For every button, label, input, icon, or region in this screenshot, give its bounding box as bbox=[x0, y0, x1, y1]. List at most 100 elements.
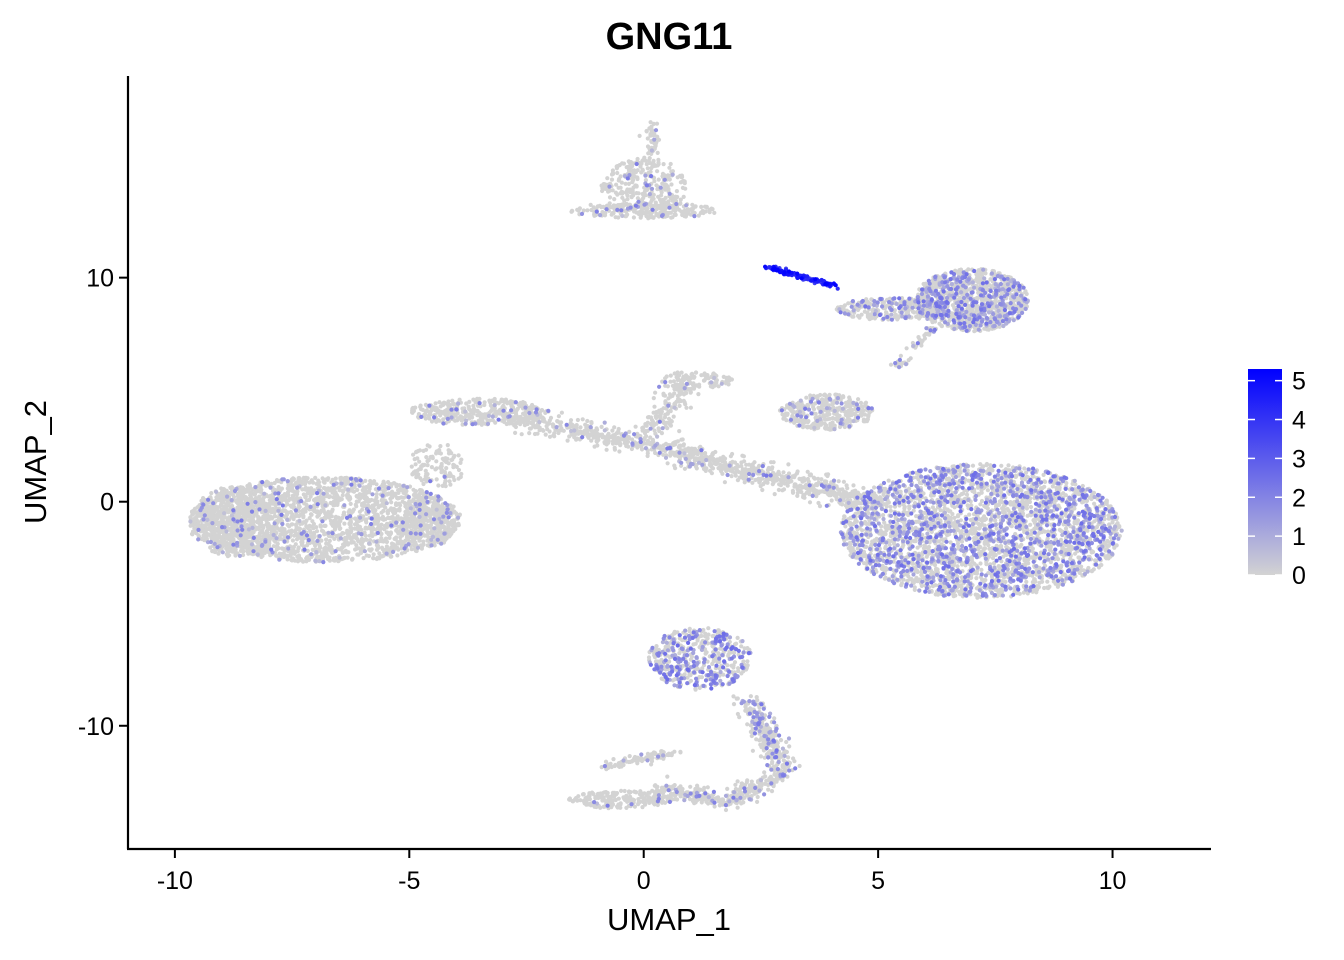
cell-point bbox=[454, 464, 459, 469]
cell-point bbox=[710, 466, 716, 471]
cell-point bbox=[225, 516, 230, 521]
cell-point bbox=[414, 475, 419, 480]
cell-point bbox=[277, 528, 282, 533]
cell-point bbox=[256, 489, 261, 494]
cell-point bbox=[235, 513, 240, 518]
cell-point bbox=[528, 426, 534, 431]
cell-point bbox=[458, 474, 463, 480]
cell-point bbox=[661, 420, 666, 425]
cell-point bbox=[694, 383, 700, 388]
cell-point bbox=[363, 490, 368, 495]
cell-point bbox=[350, 509, 355, 514]
cell-point bbox=[688, 405, 694, 410]
cell-point bbox=[376, 522, 381, 528]
cell-point bbox=[651, 396, 656, 401]
cell-point bbox=[233, 552, 238, 557]
cell-point bbox=[377, 551, 382, 556]
cell-point bbox=[693, 370, 699, 375]
cell-point bbox=[527, 431, 532, 436]
cell-point bbox=[816, 489, 822, 494]
cell-point bbox=[364, 553, 369, 558]
cell-point bbox=[790, 474, 795, 479]
cell-point bbox=[279, 546, 285, 551]
cell-point bbox=[427, 416, 432, 421]
cell-point bbox=[402, 491, 407, 496]
cell-point bbox=[514, 421, 519, 426]
cell-point bbox=[547, 434, 553, 439]
cell-point bbox=[450, 398, 455, 403]
cell-point bbox=[684, 405, 689, 410]
cell-point bbox=[385, 515, 391, 521]
cell-point bbox=[320, 498, 326, 503]
cell-point bbox=[289, 557, 294, 562]
cell-point bbox=[337, 526, 342, 532]
cell-point bbox=[556, 414, 562, 419]
cell-point bbox=[851, 483, 856, 488]
cell-point bbox=[411, 535, 416, 541]
cell-point bbox=[350, 556, 355, 562]
cell-point bbox=[610, 428, 615, 433]
cell-point bbox=[399, 495, 404, 500]
cell-point bbox=[519, 432, 524, 437]
cell-point bbox=[393, 543, 398, 548]
cell-point bbox=[877, 495, 883, 500]
cell-point bbox=[675, 383, 680, 388]
cell-point bbox=[329, 521, 334, 526]
cell-point bbox=[436, 483, 441, 488]
cell-point bbox=[393, 537, 398, 542]
cell-point bbox=[842, 489, 847, 494]
cell-point bbox=[333, 490, 338, 495]
cell-point bbox=[295, 549, 300, 554]
cell-point bbox=[659, 431, 665, 436]
cell-point bbox=[355, 552, 360, 557]
cell-point bbox=[492, 396, 497, 402]
cell-point bbox=[496, 401, 501, 406]
cell-point bbox=[846, 492, 851, 497]
cell-point bbox=[389, 500, 394, 505]
cell-point bbox=[383, 536, 389, 541]
cell-point bbox=[354, 543, 359, 548]
cell-point bbox=[329, 547, 335, 552]
cell-point bbox=[699, 373, 704, 378]
cell-point bbox=[757, 480, 762, 485]
cell-point bbox=[503, 398, 508, 403]
cell-point bbox=[367, 526, 372, 531]
cell-point bbox=[338, 532, 344, 537]
cell-point bbox=[425, 463, 430, 468]
cell-point bbox=[513, 430, 518, 435]
cell-point bbox=[371, 507, 376, 512]
cell-point bbox=[978, 502, 983, 507]
cell-point bbox=[288, 509, 293, 515]
cell-point bbox=[384, 544, 389, 549]
cell-point bbox=[210, 514, 215, 519]
cell-point bbox=[353, 547, 358, 552]
cell-point bbox=[741, 476, 746, 481]
cell-point bbox=[349, 529, 354, 534]
cell-point bbox=[826, 492, 831, 497]
cell-point bbox=[726, 382, 731, 387]
cell-point bbox=[284, 530, 289, 535]
cell-point bbox=[293, 490, 298, 495]
cell-point bbox=[369, 497, 374, 503]
cell-point bbox=[646, 415, 652, 420]
cell-point bbox=[290, 551, 295, 556]
cell-point bbox=[319, 553, 324, 558]
cell-point bbox=[208, 545, 213, 550]
cell-point bbox=[557, 420, 563, 425]
cell-point bbox=[552, 434, 557, 439]
cell-point bbox=[712, 383, 718, 388]
cell-point bbox=[284, 510, 289, 515]
cell-point bbox=[364, 485, 369, 490]
cell-point bbox=[1024, 579, 1029, 585]
cell-point bbox=[403, 531, 408, 536]
cell-point bbox=[338, 518, 343, 524]
cell-point bbox=[317, 546, 322, 552]
cell-point bbox=[332, 495, 337, 501]
cell-point bbox=[221, 538, 226, 543]
cell-point bbox=[446, 448, 451, 453]
cell-point bbox=[285, 557, 290, 562]
cell-point bbox=[301, 520, 306, 525]
cell-point bbox=[765, 467, 771, 473]
cell-point bbox=[572, 435, 577, 440]
cell-point bbox=[301, 515, 306, 520]
